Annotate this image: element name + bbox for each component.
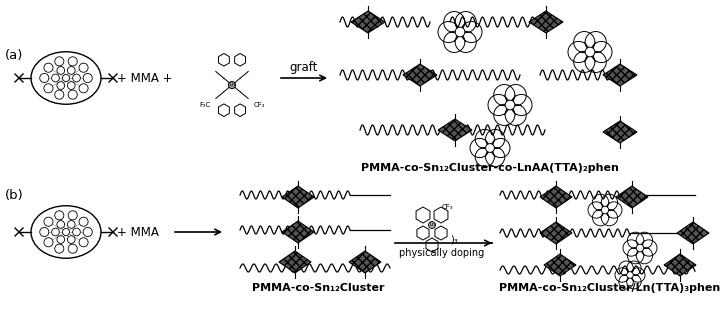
Text: PMMA-co-Sn₁₂Cluster/Ln(TTA)₃phen: PMMA-co-Sn₁₂Cluster/Ln(TTA)₃phen [500, 283, 721, 293]
Circle shape [40, 73, 49, 83]
Circle shape [57, 236, 64, 243]
Circle shape [73, 74, 80, 82]
Polygon shape [616, 186, 648, 208]
Polygon shape [282, 186, 314, 208]
Ellipse shape [31, 52, 101, 104]
Circle shape [55, 57, 64, 66]
Circle shape [83, 227, 92, 237]
Polygon shape [664, 254, 696, 276]
Circle shape [601, 206, 609, 214]
Polygon shape [438, 119, 472, 141]
Circle shape [44, 63, 53, 72]
Ellipse shape [31, 206, 101, 258]
Polygon shape [603, 64, 637, 86]
Text: PMMA-co-Sn₁₂Cluster: PMMA-co-Sn₁₂Cluster [252, 283, 384, 293]
Circle shape [486, 144, 495, 152]
Text: CF₃: CF₃ [442, 204, 453, 210]
Circle shape [79, 238, 88, 247]
Circle shape [68, 244, 77, 253]
Circle shape [68, 211, 77, 220]
Polygon shape [603, 121, 637, 143]
Circle shape [79, 84, 88, 93]
Circle shape [83, 73, 92, 83]
Text: graft: graft [290, 61, 318, 74]
Text: physically doping: physically doping [399, 248, 484, 258]
Polygon shape [403, 64, 437, 86]
Circle shape [505, 100, 515, 110]
Circle shape [585, 47, 595, 57]
Circle shape [67, 236, 75, 243]
Text: + MMA +: + MMA + [117, 72, 173, 84]
Text: CF₃: CF₃ [253, 102, 265, 108]
Text: (a): (a) [5, 48, 23, 61]
Circle shape [44, 238, 53, 247]
Circle shape [55, 244, 64, 253]
Polygon shape [677, 222, 709, 244]
Circle shape [63, 74, 69, 82]
Text: Ln: Ln [229, 83, 235, 87]
Text: (b): (b) [5, 189, 24, 202]
Text: )₃: )₃ [450, 235, 458, 245]
Polygon shape [349, 251, 381, 273]
Polygon shape [544, 254, 576, 276]
Circle shape [455, 27, 465, 37]
Circle shape [627, 272, 633, 278]
Circle shape [68, 90, 77, 99]
Circle shape [55, 90, 64, 99]
Circle shape [57, 67, 64, 74]
Text: Ln: Ln [429, 223, 435, 228]
Circle shape [44, 84, 53, 93]
Polygon shape [282, 221, 314, 243]
Circle shape [79, 63, 88, 72]
Circle shape [428, 222, 435, 228]
Circle shape [40, 227, 49, 237]
Circle shape [79, 217, 88, 226]
Polygon shape [540, 186, 572, 208]
Polygon shape [529, 11, 563, 33]
Circle shape [67, 82, 75, 89]
Circle shape [52, 74, 59, 82]
Circle shape [63, 228, 69, 236]
Text: F₃C: F₃C [199, 102, 211, 108]
Polygon shape [351, 11, 385, 33]
Circle shape [44, 217, 53, 226]
Circle shape [57, 82, 64, 89]
Circle shape [67, 67, 75, 74]
Circle shape [73, 228, 80, 236]
Text: PMMA-co-Sn₁₂Cluster-co-LnAA(TTA)₂phen: PMMA-co-Sn₁₂Cluster-co-LnAA(TTA)₂phen [361, 163, 619, 173]
Circle shape [228, 81, 235, 89]
Circle shape [57, 221, 64, 228]
Polygon shape [540, 222, 572, 244]
Circle shape [55, 211, 64, 220]
Circle shape [67, 221, 75, 228]
Circle shape [636, 244, 644, 252]
Circle shape [52, 228, 59, 236]
Text: + MMA: + MMA [117, 226, 159, 239]
Polygon shape [279, 251, 311, 273]
Circle shape [68, 57, 77, 66]
